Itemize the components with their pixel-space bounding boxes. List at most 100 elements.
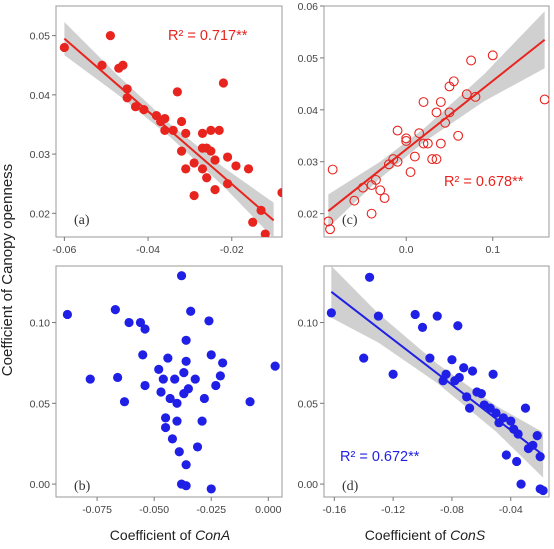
data-point (122, 93, 132, 103)
data-point (105, 31, 116, 41)
data-point (327, 164, 338, 175)
data-point (215, 371, 225, 381)
data-point (405, 167, 416, 178)
data-point (176, 146, 187, 156)
data-point (366, 208, 377, 219)
data-point (243, 164, 254, 174)
y-tick-label: 0.05 (298, 53, 319, 65)
panel-label: (b) (74, 479, 91, 494)
y-tick-label: 0.10 (298, 318, 319, 330)
data-point (432, 311, 442, 321)
data-point (476, 389, 486, 399)
data-point (326, 308, 336, 318)
data-point (204, 316, 214, 326)
data-point (459, 363, 469, 373)
x-tick-label: -0.02 (220, 244, 244, 256)
panels: -0.06 -0.04 -0.02 0.02 0.03 0.04 0.05 (a) R² = 0… (30, 1, 550, 516)
x-tick-label: -0.04 (136, 244, 160, 256)
data-point (179, 368, 189, 378)
data-point (206, 484, 216, 494)
data-point (447, 355, 457, 365)
data-point (189, 158, 199, 168)
data-point (453, 321, 463, 331)
x-tick-label: -0.08 (440, 504, 464, 516)
data-point (160, 422, 171, 433)
data-point (516, 479, 526, 489)
data-point (186, 306, 196, 316)
data-point (364, 272, 375, 282)
data-point (181, 335, 191, 345)
data-point (520, 403, 531, 413)
data-point (138, 350, 148, 360)
data-point (190, 374, 200, 384)
data-point (218, 78, 229, 88)
data-point (181, 356, 191, 366)
panel-a: -0.06 -0.04 -0.02 0.02 0.03 0.04 0.05 (a) R² = 0… (30, 5, 283, 256)
data-point (373, 311, 384, 321)
data-point (453, 130, 464, 141)
y-tick-label: 0.00 (30, 479, 51, 491)
data-point (414, 128, 425, 139)
regression-line (63, 37, 275, 222)
x-tick-label: -0.16 (322, 504, 346, 516)
data-point (181, 460, 191, 470)
x-tick-label: -0.025 (196, 504, 226, 516)
data-point (379, 193, 390, 204)
x-tick-label: 0.0 (399, 244, 414, 256)
data-point (325, 224, 336, 235)
data-point (409, 151, 420, 162)
r-squared-annotation: R² = 0.717** (168, 28, 248, 44)
x-axis-label-left: Coefficient of ConA (110, 527, 230, 543)
y-tick-label: 0.05 (298, 398, 319, 410)
data-point (140, 324, 150, 334)
data-point (113, 372, 123, 383)
panel-c: 0.0 0.1 0.02 0.03 0.04 0.05 0.06 (c) R² = 0.678*… (298, 1, 550, 256)
data-point (491, 408, 501, 418)
data-point (498, 413, 509, 423)
data-point (218, 358, 228, 368)
x-axis-label-right: Coefficient of ConS (365, 527, 486, 543)
data-point (167, 434, 178, 444)
data-point (231, 161, 241, 171)
data-point (375, 185, 386, 196)
data-point (183, 384, 194, 394)
panel-label: (a) (74, 213, 90, 228)
data-point (139, 105, 149, 115)
data-point (199, 393, 209, 404)
data-point (192, 442, 203, 452)
x-axis-label-left-prefix: Coefficient of (110, 527, 195, 543)
data-point (172, 87, 182, 97)
y-tick-label: 0.00 (298, 479, 319, 491)
data-point (197, 416, 207, 426)
data-point (431, 107, 442, 118)
y-tick-label: 0.06 (298, 1, 319, 13)
data-point (441, 369, 451, 379)
data-point (181, 128, 191, 138)
data-point (124, 317, 134, 328)
data-point (214, 125, 224, 135)
data-point (435, 97, 446, 107)
data-point (466, 55, 477, 66)
plot-area (324, 11, 549, 235)
data-point (119, 397, 130, 407)
data-point (176, 271, 187, 281)
y-tick-label: 0.02 (30, 208, 51, 220)
data-point (260, 229, 270, 237)
y-tick-label: 0.03 (30, 149, 51, 161)
data-point (418, 138, 429, 149)
data-point (206, 125, 216, 135)
data-point (176, 116, 187, 127)
r-squared-annotation: R² = 0.678** (444, 174, 524, 190)
data-point (401, 136, 412, 146)
y-tick-label: 0.04 (298, 105, 319, 117)
data-point (539, 94, 549, 105)
data-point (488, 369, 498, 379)
data-point (158, 374, 168, 384)
panel-d: -0.16 -0.12 -0.08 -0.04 0.00 0.05 0.10 (d) R² = … (298, 265, 550, 516)
data-point (181, 164, 191, 174)
plot-area (62, 271, 280, 494)
panel-label: (c) (342, 213, 358, 228)
data-point (467, 366, 478, 376)
data-point (431, 154, 442, 165)
